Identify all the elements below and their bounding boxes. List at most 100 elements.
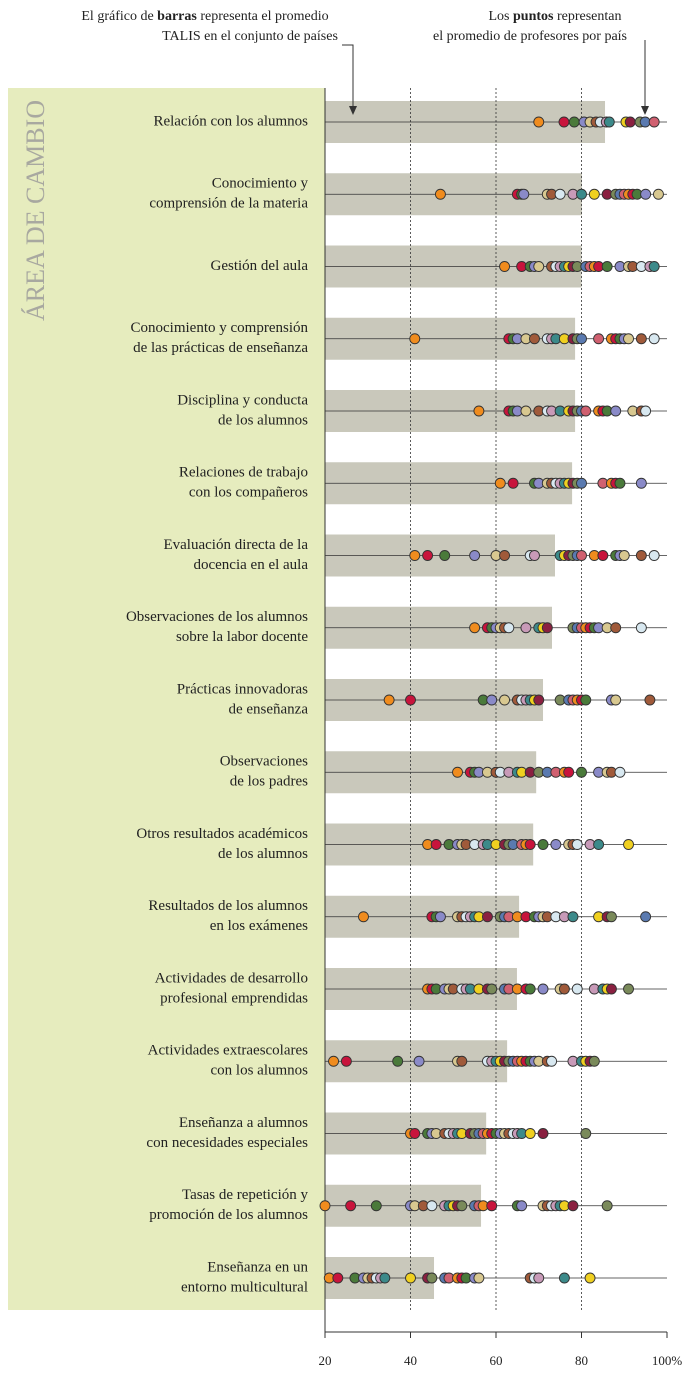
category-label: promoción de los alumnos — [149, 1207, 308, 1223]
y-axis-label: ÁREA DE CAMBIO — [21, 100, 50, 321]
country-dot — [426, 1200, 438, 1212]
country-dot — [640, 405, 652, 417]
country-dot — [529, 550, 540, 561]
x-tick-label: 20 — [319, 1353, 332, 1368]
country-dot — [434, 188, 446, 200]
country-dot — [635, 333, 647, 345]
country-dot — [576, 477, 587, 489]
x-tick-label: 60 — [490, 1353, 503, 1368]
country-dot — [571, 983, 583, 995]
country-dot — [610, 694, 622, 706]
country-dot — [558, 1272, 570, 1284]
category-label: Prácticas innovadoras — [177, 681, 308, 697]
category-label: Relaciones de trabajo — [179, 465, 308, 481]
country-dot — [486, 1200, 498, 1212]
country-dot — [640, 188, 652, 200]
country-dot — [584, 1272, 596, 1284]
country-dot — [413, 1055, 425, 1067]
country-dot — [605, 911, 617, 923]
country-dot — [580, 405, 592, 417]
annotation-right-line2: el promedio de profesores por país — [433, 29, 627, 44]
country-dot — [533, 116, 545, 128]
country-dot — [383, 694, 395, 706]
x-tick-label: 40 — [404, 1353, 417, 1368]
country-dot — [563, 766, 575, 778]
country-dot — [648, 333, 660, 345]
country-dot — [648, 550, 660, 561]
country-dot — [533, 694, 545, 706]
country-dot — [554, 188, 566, 200]
country-dot — [580, 1128, 592, 1139]
country-dot — [358, 911, 369, 923]
country-dot — [499, 550, 510, 561]
country-dot — [558, 116, 570, 128]
country-dot — [434, 911, 446, 923]
country-dot — [499, 694, 510, 706]
country-dot — [516, 1200, 528, 1212]
country-dot — [546, 1055, 558, 1067]
category-label: Resultados de los alumnos — [148, 898, 308, 914]
country-dot — [529, 333, 540, 345]
country-dot — [370, 1200, 382, 1212]
country-dot — [605, 983, 617, 995]
category-panel — [8, 88, 325, 1310]
country-dot — [409, 333, 421, 345]
country-dot — [524, 839, 536, 850]
country-dot — [653, 188, 664, 200]
country-dot — [648, 116, 660, 128]
arrow-head — [349, 106, 357, 115]
country-dot — [576, 333, 587, 345]
country-dot — [520, 622, 532, 634]
category-label: Otros resultados académicos — [136, 826, 308, 842]
country-dot — [635, 550, 647, 561]
category-label: con necesidades especiales — [146, 1135, 308, 1151]
arrow-line — [342, 44, 354, 108]
country-dot — [518, 188, 530, 200]
annotation-left: El gráfico de barras representa el prome… — [81, 9, 328, 24]
country-dot — [319, 1200, 331, 1212]
country-dot — [623, 839, 634, 850]
country-dot — [537, 1128, 549, 1139]
country-dot — [610, 622, 622, 634]
country-dot — [568, 116, 580, 128]
country-dot — [405, 1272, 416, 1284]
country-dot — [640, 911, 652, 923]
country-dot — [576, 766, 587, 778]
country-dot — [603, 116, 615, 128]
x-tick-label: 80 — [575, 1353, 588, 1368]
country-dot — [503, 622, 515, 634]
country-dot — [340, 1055, 352, 1067]
country-dot — [422, 550, 434, 561]
country-dot — [473, 405, 485, 417]
country-dot — [494, 477, 506, 489]
country-dot — [452, 766, 463, 778]
country-dot — [624, 116, 636, 128]
country-dot — [601, 1200, 613, 1212]
country-dot — [520, 405, 532, 417]
country-dot — [593, 839, 605, 850]
category-label: Enseñanza a alumnos — [179, 1115, 308, 1131]
country-dot — [486, 983, 498, 995]
country-dot — [456, 1200, 468, 1212]
country-dot — [482, 911, 493, 923]
country-dot — [623, 333, 634, 345]
country-dot — [588, 188, 600, 200]
grid: 20 40 60 80 100% — [319, 88, 682, 1368]
category-label: de los padres — [230, 774, 308, 790]
category-label: sobre la labor docente — [176, 629, 308, 645]
country-dot — [614, 477, 626, 489]
country-dot — [409, 550, 421, 561]
country-dot — [439, 550, 451, 561]
country-dot — [499, 261, 510, 272]
country-dot — [473, 1272, 485, 1284]
category-label: en los exámenes — [210, 918, 308, 934]
arrows — [342, 40, 649, 115]
country-dot — [533, 1272, 545, 1284]
category-label: de las prácticas de enseñanza — [133, 340, 308, 356]
country-dot — [567, 1200, 579, 1212]
country-dot — [593, 333, 605, 345]
annotation-right: Los puntos representan — [489, 9, 622, 24]
category-label: comprensión de la materia — [149, 196, 308, 212]
country-dot — [524, 1128, 536, 1139]
country-dot — [567, 911, 579, 923]
